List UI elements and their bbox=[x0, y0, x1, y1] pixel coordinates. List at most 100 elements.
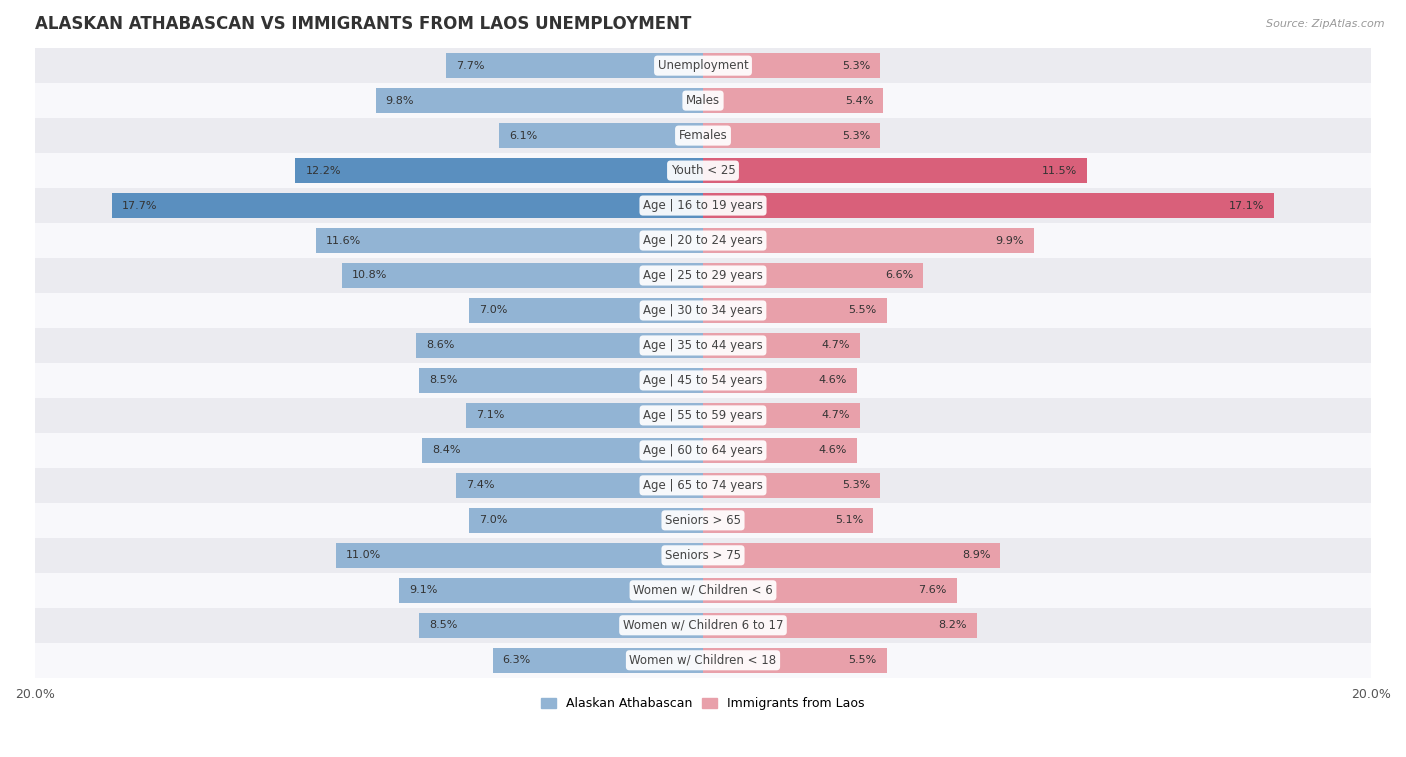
Bar bbox=[35, 608, 1371, 643]
Text: 8.9%: 8.9% bbox=[962, 550, 990, 560]
Text: 7.0%: 7.0% bbox=[479, 516, 508, 525]
Bar bbox=[35, 258, 1371, 293]
Bar bbox=[35, 83, 1371, 118]
Bar bbox=[703, 578, 957, 603]
Bar bbox=[446, 53, 703, 78]
Text: Age | 35 to 44 years: Age | 35 to 44 years bbox=[643, 339, 763, 352]
Text: 11.6%: 11.6% bbox=[326, 235, 361, 245]
Bar bbox=[399, 578, 703, 603]
Text: Women w/ Children < 6: Women w/ Children < 6 bbox=[633, 584, 773, 597]
Text: 17.7%: 17.7% bbox=[122, 201, 157, 210]
Bar bbox=[703, 612, 977, 638]
Bar bbox=[703, 508, 873, 533]
Bar bbox=[499, 123, 703, 148]
Bar bbox=[703, 88, 883, 114]
Bar bbox=[703, 333, 860, 358]
Bar bbox=[35, 293, 1371, 328]
Bar bbox=[456, 473, 703, 498]
Bar bbox=[492, 648, 703, 673]
Text: 5.3%: 5.3% bbox=[842, 61, 870, 70]
Bar bbox=[35, 503, 1371, 537]
Text: 7.4%: 7.4% bbox=[465, 481, 495, 491]
Bar bbox=[111, 193, 703, 218]
Text: Females: Females bbox=[679, 129, 727, 142]
Bar bbox=[703, 123, 880, 148]
Bar bbox=[35, 328, 1371, 363]
Text: 8.4%: 8.4% bbox=[433, 445, 461, 456]
Text: Age | 45 to 54 years: Age | 45 to 54 years bbox=[643, 374, 763, 387]
Text: Youth < 25: Youth < 25 bbox=[671, 164, 735, 177]
Text: Age | 55 to 59 years: Age | 55 to 59 years bbox=[643, 409, 763, 422]
Bar bbox=[35, 48, 1371, 83]
Text: 5.5%: 5.5% bbox=[848, 306, 877, 316]
Bar bbox=[315, 228, 703, 253]
Bar bbox=[342, 263, 703, 288]
Text: 6.1%: 6.1% bbox=[509, 130, 537, 141]
Bar bbox=[35, 363, 1371, 398]
Text: 7.6%: 7.6% bbox=[918, 585, 946, 595]
Text: 8.5%: 8.5% bbox=[429, 620, 457, 631]
Text: Males: Males bbox=[686, 94, 720, 107]
Bar bbox=[35, 433, 1371, 468]
Bar bbox=[35, 153, 1371, 188]
Text: 9.8%: 9.8% bbox=[385, 95, 415, 106]
Text: 5.3%: 5.3% bbox=[842, 481, 870, 491]
Text: Age | 30 to 34 years: Age | 30 to 34 years bbox=[643, 304, 763, 317]
Bar bbox=[35, 537, 1371, 573]
Text: 4.6%: 4.6% bbox=[818, 445, 846, 456]
Text: 5.3%: 5.3% bbox=[842, 130, 870, 141]
Text: 4.6%: 4.6% bbox=[818, 375, 846, 385]
Bar bbox=[703, 53, 880, 78]
Text: 4.7%: 4.7% bbox=[821, 341, 851, 350]
Bar bbox=[470, 508, 703, 533]
Text: Seniors > 75: Seniors > 75 bbox=[665, 549, 741, 562]
Bar bbox=[703, 438, 856, 463]
Bar bbox=[422, 438, 703, 463]
Bar bbox=[35, 188, 1371, 223]
Text: 8.6%: 8.6% bbox=[426, 341, 454, 350]
Bar bbox=[295, 158, 703, 183]
Bar bbox=[35, 468, 1371, 503]
Text: Age | 20 to 24 years: Age | 20 to 24 years bbox=[643, 234, 763, 247]
Bar bbox=[416, 333, 703, 358]
Text: 6.6%: 6.6% bbox=[886, 270, 914, 281]
Text: Age | 65 to 74 years: Age | 65 to 74 years bbox=[643, 479, 763, 492]
Text: 9.1%: 9.1% bbox=[409, 585, 437, 595]
Text: ALASKAN ATHABASCAN VS IMMIGRANTS FROM LAOS UNEMPLOYMENT: ALASKAN ATHABASCAN VS IMMIGRANTS FROM LA… bbox=[35, 15, 692, 33]
Bar bbox=[703, 193, 1274, 218]
Text: 8.5%: 8.5% bbox=[429, 375, 457, 385]
Bar bbox=[336, 543, 703, 568]
Bar bbox=[470, 298, 703, 323]
Bar bbox=[35, 398, 1371, 433]
Bar bbox=[703, 263, 924, 288]
Text: Source: ZipAtlas.com: Source: ZipAtlas.com bbox=[1267, 19, 1385, 29]
Bar bbox=[35, 573, 1371, 608]
Bar bbox=[703, 473, 880, 498]
Text: Age | 25 to 29 years: Age | 25 to 29 years bbox=[643, 269, 763, 282]
Text: Women w/ Children 6 to 17: Women w/ Children 6 to 17 bbox=[623, 618, 783, 632]
Bar bbox=[35, 643, 1371, 678]
Text: Seniors > 65: Seniors > 65 bbox=[665, 514, 741, 527]
Bar bbox=[465, 403, 703, 428]
Text: Unemployment: Unemployment bbox=[658, 59, 748, 72]
Text: 7.1%: 7.1% bbox=[475, 410, 505, 420]
Text: 11.5%: 11.5% bbox=[1042, 166, 1077, 176]
Bar bbox=[703, 368, 856, 393]
Bar bbox=[703, 403, 860, 428]
Bar bbox=[703, 158, 1087, 183]
Bar bbox=[703, 228, 1033, 253]
Text: 5.4%: 5.4% bbox=[845, 95, 873, 106]
Text: 5.5%: 5.5% bbox=[848, 656, 877, 665]
Text: Age | 16 to 19 years: Age | 16 to 19 years bbox=[643, 199, 763, 212]
Bar bbox=[703, 543, 1000, 568]
Text: 12.2%: 12.2% bbox=[305, 166, 342, 176]
Text: Women w/ Children < 18: Women w/ Children < 18 bbox=[630, 654, 776, 667]
Bar bbox=[419, 368, 703, 393]
Text: 17.1%: 17.1% bbox=[1229, 201, 1264, 210]
Text: 7.7%: 7.7% bbox=[456, 61, 484, 70]
Text: 6.3%: 6.3% bbox=[502, 656, 531, 665]
Bar bbox=[703, 648, 887, 673]
Text: 4.7%: 4.7% bbox=[821, 410, 851, 420]
Text: 7.0%: 7.0% bbox=[479, 306, 508, 316]
Text: 8.2%: 8.2% bbox=[938, 620, 967, 631]
